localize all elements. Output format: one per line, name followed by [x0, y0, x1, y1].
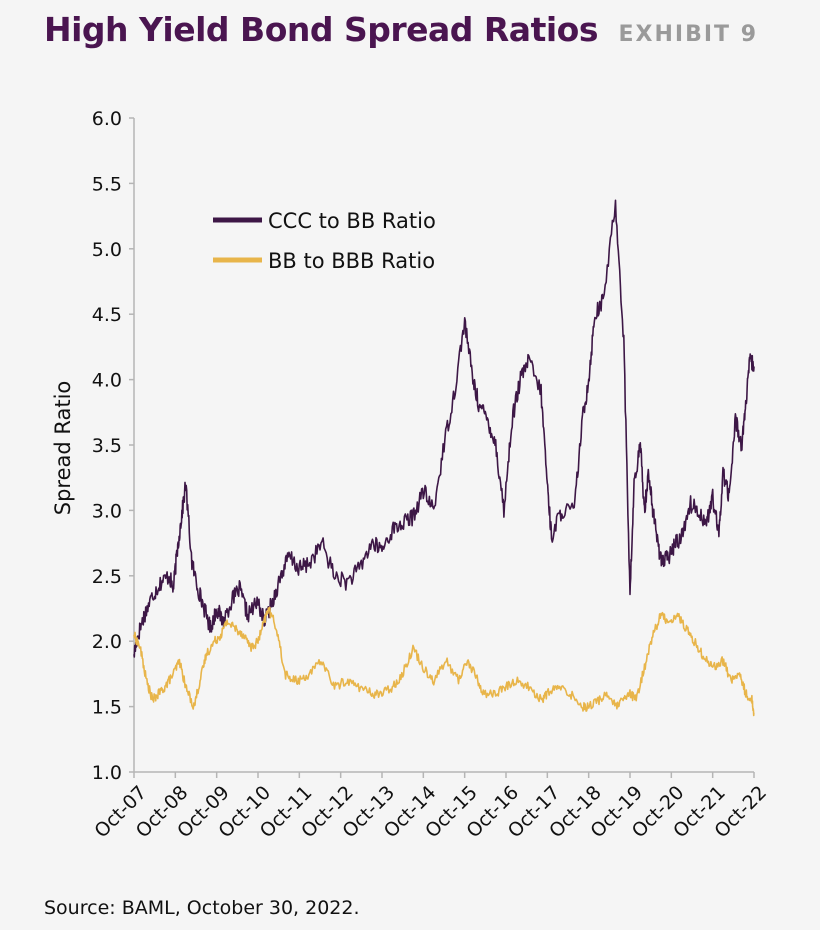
y-tick-label: 1.5 — [92, 697, 122, 719]
series-layer — [133, 199, 755, 717]
y-tick-label: 1.0 — [92, 762, 122, 784]
y-tick-label: 5.5 — [92, 173, 122, 195]
legend-label-bb-bbb: BB to BBB Ratio — [268, 249, 435, 273]
y-tick-label: 2.0 — [92, 631, 122, 653]
line-chart: 1.01.52.02.53.03.54.04.55.05.56.0Oct-07O… — [51, 108, 771, 842]
y-tick-label: 6.0 — [92, 108, 122, 130]
chart-legend: CCC to BB Ratio BB to BBB Ratio — [213, 209, 436, 273]
y-tick-label: 3.5 — [92, 435, 122, 457]
source-note: Source: BAML, October 30, 2022. — [44, 897, 360, 919]
y-tick-label: 2.5 — [92, 566, 122, 588]
chart-title: High Yield Bond Spread Ratios — [44, 10, 598, 49]
y-tick-label: 4.0 — [92, 370, 122, 392]
series-line-bb-bbb — [133, 606, 755, 717]
y-tick-label: 3.0 — [92, 500, 122, 522]
y-tick-label: 4.5 — [92, 304, 122, 326]
exhibit-label: EXHIBIT 9 — [618, 22, 758, 47]
series-line-ccc-bb — [133, 199, 755, 658]
legend-label-ccc-bb: CCC to BB Ratio — [268, 209, 436, 233]
y-axis-title: Spread Ratio — [51, 381, 75, 516]
y-tick-label: 5.0 — [92, 239, 122, 261]
